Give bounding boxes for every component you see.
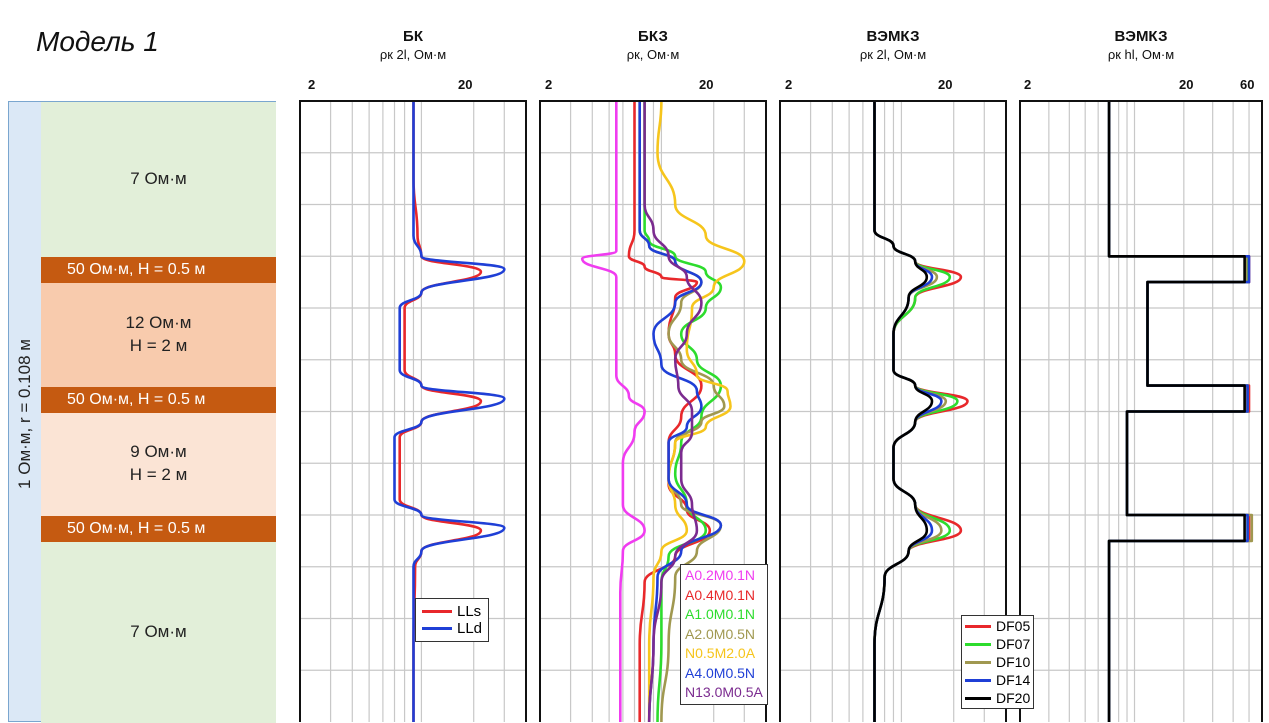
curve-DF14 [1107,101,1251,722]
legend-swatch [965,642,991,646]
model-layer: 9 Ом·м H = 2 м [41,412,276,516]
track-plot [539,100,767,722]
model-layer-label: 7 Ом·м [130,169,187,189]
tick-label: 20 [699,77,714,92]
model-layer: 50 Ом·м, H = 0.5 м [41,257,276,284]
curve-A0.2M0.1N [580,100,646,722]
legend-label: A2.0M0.5N [685,625,756,642]
track-frame [299,100,527,722]
track-axis-label: ρк, Ом·м [626,47,680,62]
track-plot [779,100,1007,722]
legend-swatch [965,678,991,682]
legend-entry: DF05 [965,617,1030,635]
curve-A4.0M0.5N [638,100,723,722]
track-plot [299,100,527,722]
legend: LLs LLd [415,598,490,642]
legend-label: DF05 [996,618,1031,634]
model-layer-label: 7 Ом·м [130,621,187,641]
model-layer: 12 Ом·м H = 2 м [41,283,276,387]
model-column: 1 Ом·м, r = 0.108 м 7 Ом·м 50 Ом·м, H = 0… [8,101,276,723]
model-layer-thickness: H = 2 м [129,465,188,485]
legend-label: A1.0M0.1N [685,606,756,622]
curve-N13.0M0.5A [643,100,703,722]
tick-label: 60 [1240,77,1255,92]
track-frame [539,100,767,722]
legend-label: DF14 [996,672,1031,688]
track-title: ВЭМКЗ [866,28,920,45]
curve-DF20 [1107,101,1246,722]
track-header: ВЭМКЗ ρк 2l, Ом·м [780,28,1006,62]
legend-label: A0.4M0.1N [685,586,756,603]
model-layer: 7 Ом·м [41,541,276,723]
legend-entry: A1.0M0.1N [685,605,763,625]
legend-swatch [422,627,452,630]
legend-entry: DF14 [965,671,1030,689]
model-layer-label: 50 Ом·м, H = 0.5 м [67,261,206,279]
model-layer-label: 12 Ом·м [125,312,192,332]
legend-entry: N13.0M0.5A [685,683,763,703]
legend-entry: DF07 [965,635,1030,653]
legend-entry: A2.0M0.5N [685,625,763,645]
track-header: БК ρк 2l, Ом·м [300,28,526,62]
resistivity-strip: 1 Ом·м, r = 0.108 м [9,102,42,721]
legend: A0.2M0.1N A0.4M0.1N A1.0M0.1N A2.0M0.5N N0.5… [680,564,768,705]
legend-entry: A4.0M0.5N [685,664,763,684]
legend-entry: LLs [422,603,482,620]
model-layer: 7 Ом·м [41,102,276,258]
legend-label: A0.2M0.1N [685,567,756,583]
legend-entry: A0.2M0.1N [685,566,763,586]
curve-DF20 [873,101,934,722]
track-axis-label: ρк 2l, Ом·м [379,47,447,62]
legend-label: A4.0M0.5N [685,664,756,681]
track-axis-label: ρк hl, Ом·м [1107,47,1175,62]
curve-N0.5M2.0A [647,100,746,722]
track-frame [1019,100,1263,722]
tick-label: 2 [545,77,553,92]
track-header: БКЗ ρк, Ом·м [540,28,766,62]
track-plot [1019,100,1263,722]
figure-title: Модель 1 [36,26,159,57]
legend-entry: DF10 [965,653,1030,671]
tick-label: 20 [938,77,953,92]
legend-label: DF10 [996,654,1031,670]
track-axis-label: ρк 2l, Ом·м [859,47,927,62]
legend-label: N13.0M0.5A [685,684,763,700]
legend-entry: DF20 [965,689,1030,707]
legend: DF05 DF07 DF10 DF14 DF20 [961,615,1035,709]
legend-label: LLs [457,603,482,620]
legend-entry: LLd [422,620,482,637]
legend-swatch [965,624,991,628]
curve-LLd [393,101,506,722]
legend-label: LLd [457,620,483,637]
legend-swatch [965,696,991,700]
track-header: ВЭМКЗ ρк hl, Ом·м [1020,28,1262,62]
curve-A1.0M0.1N [643,100,723,722]
legend-label: DF07 [996,636,1031,652]
track-title: БК [403,28,423,45]
model-layer-label: 50 Ом·м, H = 0.5 м [67,390,206,408]
legend-entry: N0.5M2.0A [685,644,763,664]
model-layer: 50 Ом·м, H = 0.5 м [41,386,276,413]
tick-label: 2 [1024,77,1032,92]
legend-label: N0.5M2.0A [685,645,756,661]
track-title: ВЭМКЗ [1114,28,1168,45]
model-layer-label: 9 Ом·м [130,442,187,462]
model-layer: 50 Ом·м, H = 0.5 м [41,516,276,542]
legend-label: DF20 [996,690,1031,706]
tick-label: 2 [308,77,316,92]
tick-label: 20 [458,77,473,92]
model-layer-label: 50 Ом·м, H = 0.5 м [67,520,206,538]
curve-DF10 [1107,101,1254,722]
legend-swatch [965,660,991,664]
legend-entry: A0.4M0.1N [685,586,763,606]
tick-label: 20 [1179,77,1194,92]
track-title: БКЗ [638,28,668,45]
legend-swatch [422,610,452,613]
model-layer-thickness: H = 2 м [129,335,188,355]
tick-label: 2 [785,77,793,92]
track-frame [779,100,1007,722]
